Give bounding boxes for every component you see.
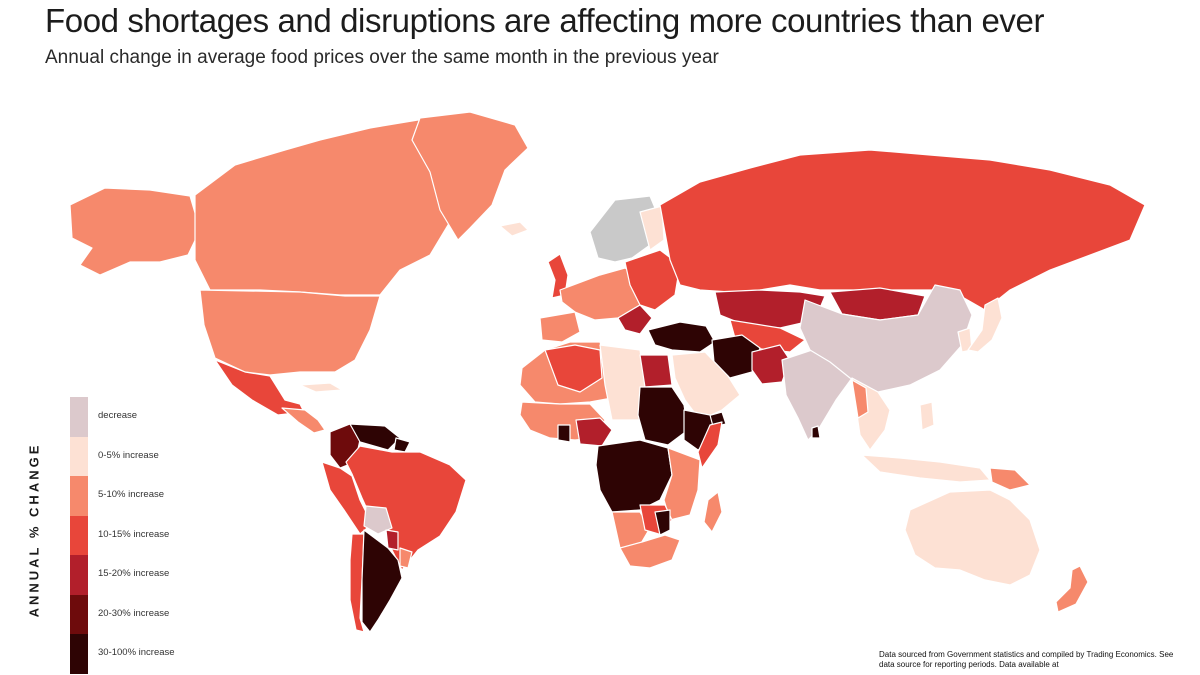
region-arabia [671,351,741,421]
legend-item: 5-10% increase [70,476,220,516]
region-papua [989,467,1031,491]
region-madagascar [703,491,723,533]
region-central-africa [595,439,673,513]
region-cuba [299,382,343,393]
region-greenland [411,111,529,241]
legend-label: 20-30% increase [98,607,170,619]
region-mexico [214,359,305,416]
legend-label: 15-20% increase [98,568,170,579]
legend-swatch [70,515,88,555]
region-central-america [281,407,326,434]
legend-item: 10-15% increase [70,515,220,555]
region-algeria [544,344,603,393]
legend-item: 0-5% increase [70,436,220,476]
legend-label: 10-15% increase [98,528,170,540]
region-japan [967,297,1003,353]
legend-swatch [70,594,88,634]
legend-swatch [70,397,88,437]
region-mozambique [654,509,671,536]
legend-swatch [70,436,88,476]
region-egypt [639,354,673,388]
legend-label: 5-10% increase [98,489,165,500]
legend-item: 20-30% increase [70,594,220,634]
legend-item: 15-20% increase [70,555,220,595]
region-east-africa [663,447,701,521]
region-guianas [393,437,411,453]
region-usa [199,289,381,376]
region-venezuela [349,423,401,451]
region-sri-lanka [811,425,821,439]
region-indonesia [861,454,991,483]
region-ghana [557,424,571,443]
region-pakistan [751,344,791,385]
region-nigeria [575,417,613,447]
legend-item: 30-100% increase [70,634,220,674]
legend-item: decrease [70,397,220,437]
region-myanmar [851,379,869,419]
region-russia [659,149,1146,311]
region-philippines [919,401,935,431]
region-iberia [539,311,581,343]
legend-label: 0-5% increase [98,449,159,461]
region-alaska [69,187,201,276]
region-china [799,284,973,393]
region-turkey-syria [647,321,716,353]
region-uruguay [399,547,413,569]
legend-swatch [70,476,88,516]
region-southern-africa [619,534,681,569]
legend-label: decrease [98,410,138,421]
region-balkans [617,304,653,335]
region-somalia [697,421,723,469]
region-paraguay [385,529,399,551]
legend-label: 30-100% increase [98,647,175,658]
legend-swatch [70,555,88,595]
region-argentina [361,529,403,633]
region-sudan [637,386,689,446]
legend-axis-label: ANNUAL % CHANGE [26,442,42,618]
legend: decrease 0-5% increase 5-10% increase 10-15… [70,397,220,674]
region-new-zealand [1055,565,1089,613]
map-title: Food shortages and disruptions are affec… [45,2,1045,39]
region-finland [639,205,665,251]
region-bolivia [363,505,393,535]
map-subtitle: Annual change in average food prices ove… [45,47,719,68]
region-iceland [499,221,529,237]
region-angola [611,511,651,549]
legend-swatch [70,634,88,674]
source-note: Data sourced from Government statistics … [879,650,1174,669]
region-eastern-europe [624,249,681,311]
region-australia [904,489,1041,586]
